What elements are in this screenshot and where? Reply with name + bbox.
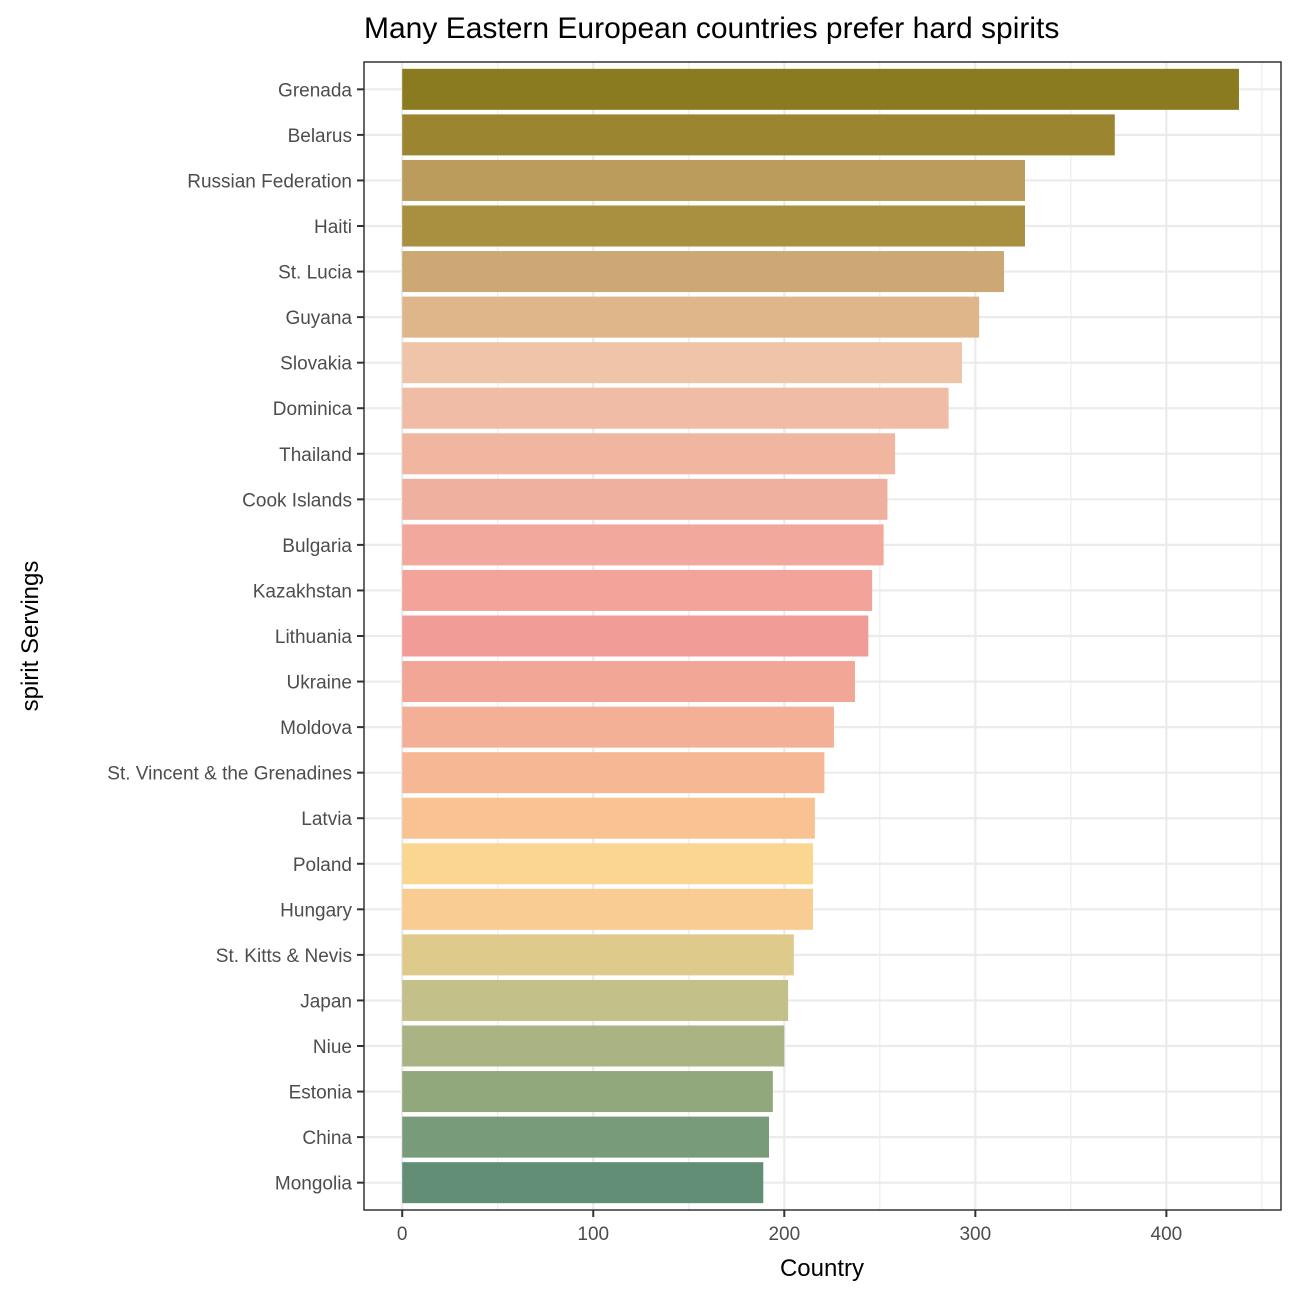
y-tick-label: Poland bbox=[293, 855, 352, 876]
bar bbox=[402, 888, 813, 930]
y-axis-title: spirit Servings bbox=[17, 561, 44, 712]
bar bbox=[402, 797, 815, 839]
y-tick-label: Thailand bbox=[279, 445, 352, 466]
y-tick-label: Mongolia bbox=[275, 1174, 353, 1195]
x-axis-title: Country bbox=[780, 1255, 864, 1282]
bar bbox=[402, 843, 813, 885]
bar bbox=[402, 615, 869, 657]
x-axis: 0 100 200 300 400 bbox=[397, 1210, 1182, 1245]
bar bbox=[402, 934, 794, 976]
bar bbox=[402, 205, 1026, 247]
bar bbox=[402, 433, 896, 475]
bar bbox=[402, 661, 855, 703]
y-tick-label: St. Kitts & Nevis bbox=[216, 946, 352, 967]
y-tick-label: Estonia bbox=[289, 1083, 353, 1104]
x-tick-label: 400 bbox=[1151, 1224, 1183, 1245]
bar bbox=[402, 68, 1239, 110]
bar bbox=[402, 296, 980, 338]
bars bbox=[402, 68, 1239, 1204]
y-tick-label: Dominica bbox=[273, 399, 353, 420]
bar bbox=[402, 478, 888, 520]
y-tick-label: China bbox=[302, 1128, 352, 1149]
y-tick-label: Slovakia bbox=[280, 354, 352, 375]
bar bbox=[402, 159, 1026, 201]
y-tick-label: Haiti bbox=[314, 217, 352, 238]
y-tick-label: Hungary bbox=[280, 900, 352, 921]
bar bbox=[402, 979, 789, 1021]
y-tick-label: Niue bbox=[313, 1037, 352, 1058]
y-tick-label: Latvia bbox=[301, 809, 352, 830]
bar bbox=[402, 114, 1115, 156]
y-tick-label: Lithuania bbox=[275, 627, 353, 648]
y-tick-label: Moldova bbox=[280, 718, 352, 739]
bar bbox=[402, 524, 884, 566]
y-tick-label: Russian Federation bbox=[187, 171, 352, 192]
bar bbox=[402, 1116, 770, 1158]
x-tick-label: 200 bbox=[768, 1224, 800, 1245]
y-tick-label: Belarus bbox=[288, 126, 352, 147]
bar bbox=[402, 251, 1004, 293]
y-tick-label: Bulgaria bbox=[282, 536, 352, 557]
y-tick-label: Japan bbox=[300, 991, 352, 1012]
chart-title: Many Eastern European countries prefer h… bbox=[364, 12, 1059, 45]
y-tick-label: Ukraine bbox=[287, 673, 352, 694]
bar bbox=[402, 569, 873, 611]
bar bbox=[402, 706, 834, 748]
y-tick-label: Guyana bbox=[285, 308, 352, 329]
y-tick-label: Grenada bbox=[278, 80, 352, 101]
bar bbox=[402, 1162, 764, 1204]
x-tick-label: 300 bbox=[959, 1224, 991, 1245]
y-tick-label: St. Vincent & the Grenadines bbox=[107, 764, 352, 785]
y-tick-label: Kazakhstan bbox=[253, 581, 352, 602]
y-tick-label: St. Lucia bbox=[278, 263, 352, 284]
bar bbox=[402, 752, 825, 794]
bar bbox=[402, 342, 962, 384]
x-tick-label: 0 bbox=[397, 1224, 408, 1245]
bar bbox=[402, 1025, 785, 1067]
y-tick-label: Cook Islands bbox=[242, 490, 352, 511]
y-axis: Grenada Belarus Russian Federation Haiti St.… bbox=[107, 80, 364, 1195]
x-tick-label: 100 bbox=[577, 1224, 609, 1245]
bar bbox=[402, 387, 949, 429]
bar bbox=[402, 1071, 773, 1113]
